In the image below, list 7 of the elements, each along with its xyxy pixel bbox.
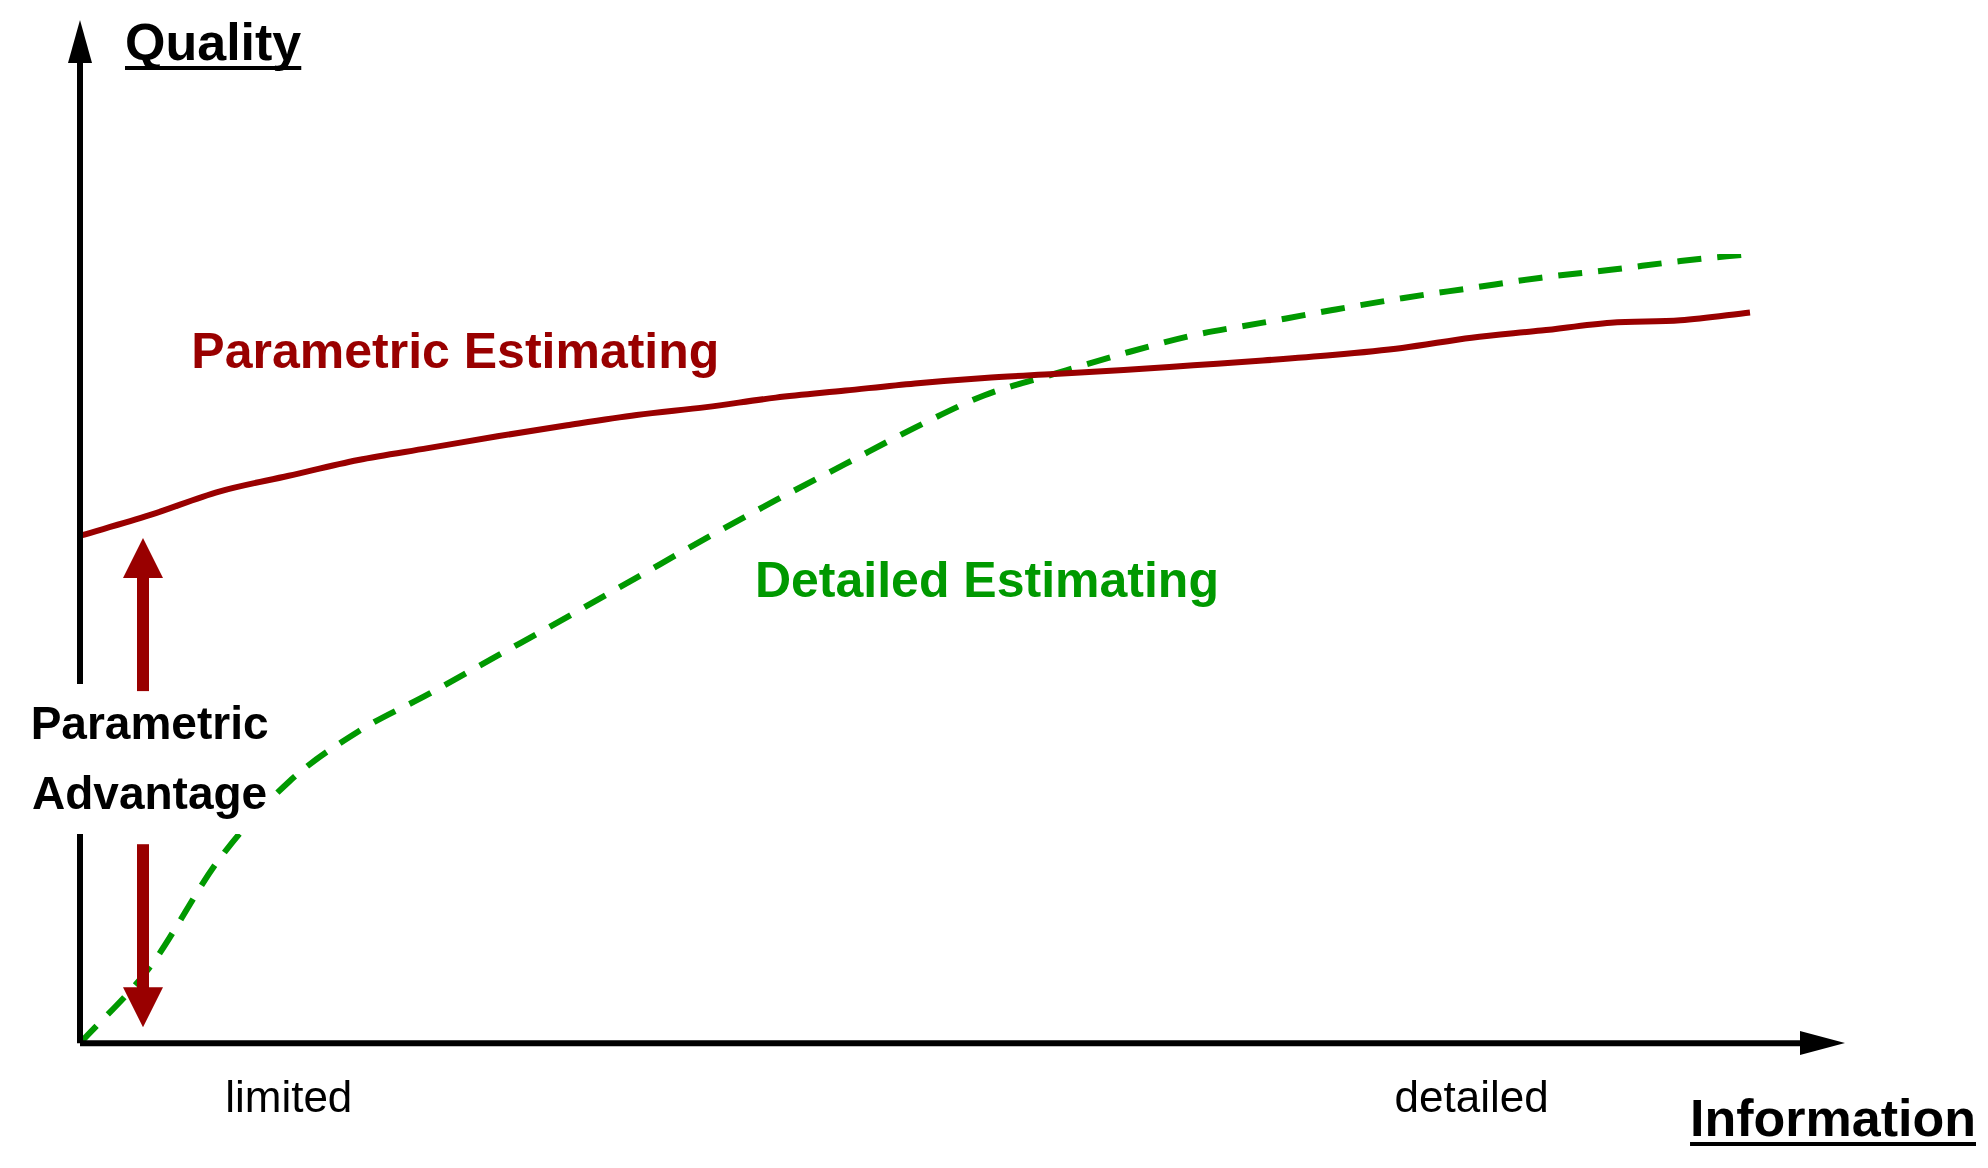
x-tick-label: detailed [1394, 1071, 1549, 1121]
x-axis-title: Information [1690, 1089, 1977, 1147]
series-label: Parametric Estimating [191, 323, 720, 380]
y-axis-title: Quality [125, 13, 302, 71]
x-tick-label: limited [225, 1071, 353, 1121]
annotation: Parametric Advantage [30, 697, 269, 820]
series-label: Detailed Estimating [754, 552, 1219, 609]
